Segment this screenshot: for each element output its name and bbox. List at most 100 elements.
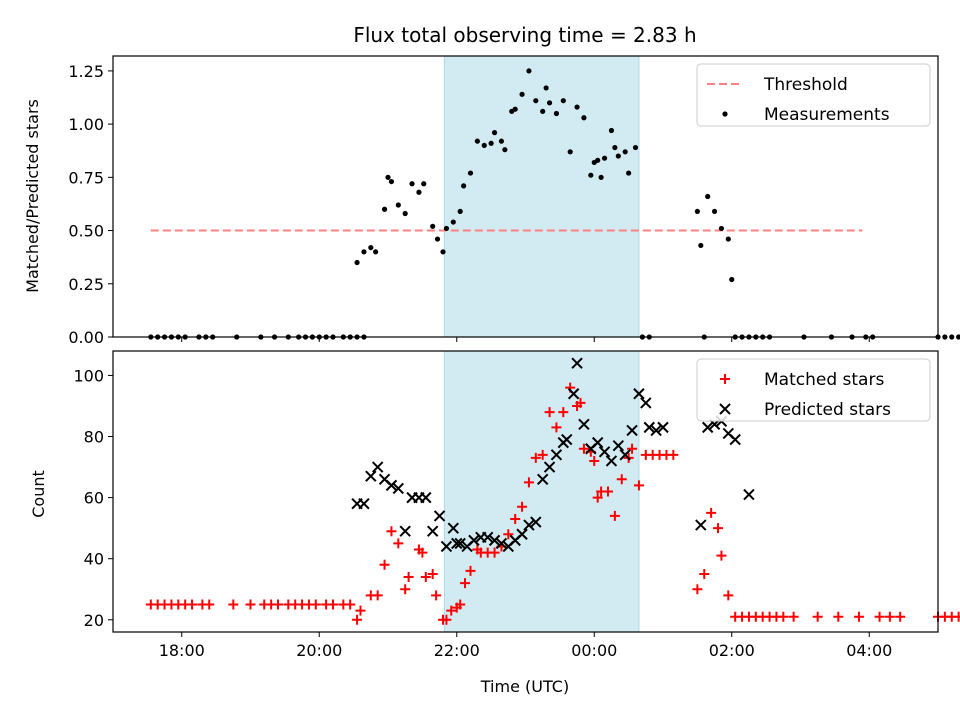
matched-point bbox=[544, 407, 555, 418]
y-tick-label: 80 bbox=[84, 428, 104, 447]
series-predicted-stars bbox=[351, 357, 755, 553]
measurement-point bbox=[942, 334, 948, 340]
measurement-point bbox=[467, 170, 474, 176]
matched-point bbox=[427, 568, 438, 579]
measurement-point bbox=[546, 100, 553, 106]
top-y-axis-label: Matched/Predicted stars bbox=[23, 99, 42, 293]
matched-point bbox=[403, 572, 414, 583]
predicted-point bbox=[488, 534, 501, 547]
matched-point bbox=[589, 455, 600, 466]
measurement-point bbox=[533, 98, 539, 104]
bottom-y-axis-label: Count bbox=[29, 470, 48, 518]
matched-point bbox=[575, 397, 586, 408]
predicted-point bbox=[392, 482, 405, 495]
predicted-point bbox=[371, 461, 384, 473]
predicted-point bbox=[523, 519, 535, 531]
measurement-point bbox=[540, 108, 546, 114]
matched-point bbox=[778, 611, 789, 622]
x-tick-label: 04:00 bbox=[846, 641, 892, 660]
matched-point bbox=[603, 486, 613, 497]
matched-point bbox=[523, 477, 534, 488]
matched-point bbox=[352, 614, 363, 625]
matched-point bbox=[723, 590, 734, 601]
measurement-point bbox=[354, 259, 360, 266]
predicted-point bbox=[536, 473, 549, 485]
predicted-point bbox=[481, 531, 494, 544]
measurement-point bbox=[488, 140, 494, 146]
measurement-point bbox=[615, 153, 621, 159]
matched-point bbox=[609, 510, 620, 521]
matched-point bbox=[489, 547, 500, 558]
measurement-point bbox=[519, 91, 525, 97]
y-tick-label: 100 bbox=[73, 366, 104, 385]
y-tick-label: 1.25 bbox=[68, 62, 104, 81]
matched-point bbox=[853, 611, 864, 622]
predicted-point bbox=[640, 397, 652, 409]
measurement-point bbox=[491, 130, 498, 136]
predicted-point bbox=[495, 537, 508, 550]
matched-point bbox=[592, 492, 603, 503]
x-tick-label: 18:00 bbox=[159, 641, 205, 660]
predicted-point bbox=[650, 424, 662, 437]
measurement-point bbox=[381, 206, 388, 212]
measurement-point bbox=[373, 249, 379, 255]
x-tick-label: 02:00 bbox=[709, 641, 755, 660]
measurement-point bbox=[595, 157, 601, 163]
matched-point bbox=[833, 611, 844, 622]
measurement-point bbox=[385, 174, 391, 180]
matched-point bbox=[812, 611, 823, 622]
predicted-point bbox=[605, 455, 618, 467]
predicted-point bbox=[420, 491, 432, 504]
matched-point bbox=[699, 568, 710, 579]
predicted-point bbox=[385, 479, 398, 492]
matched-point bbox=[455, 599, 466, 610]
matched-point bbox=[578, 443, 589, 454]
matched-point bbox=[393, 538, 404, 549]
matched-point bbox=[400, 584, 411, 595]
count-panel: 20 40 60 80 100 18:00 20:00 22:00 00:00 02:00 04:0… bbox=[73, 350, 960, 660]
measurement-point bbox=[705, 193, 711, 200]
predicted-point bbox=[399, 525, 411, 537]
predicted-point bbox=[451, 537, 463, 550]
matched-point bbox=[417, 547, 428, 558]
matched-point bbox=[310, 599, 321, 610]
matched-point bbox=[692, 584, 703, 595]
measurement-point bbox=[608, 127, 615, 134]
measurement-point bbox=[956, 334, 960, 340]
measurement-point bbox=[626, 170, 632, 176]
measurement-point bbox=[368, 244, 374, 251]
predicted-point bbox=[619, 449, 631, 461]
measurement-point bbox=[588, 172, 594, 178]
predicted-point bbox=[571, 357, 583, 369]
chart-title: Flux total observing time = 2.83 h bbox=[353, 23, 696, 47]
matched-point bbox=[616, 474, 627, 485]
matched-point bbox=[537, 449, 548, 460]
matched-point bbox=[420, 572, 431, 583]
measurement-point bbox=[474, 138, 480, 144]
matched-point bbox=[446, 605, 457, 616]
measurement-point bbox=[718, 225, 725, 232]
legend: Threshold Measurements bbox=[696, 63, 931, 127]
legend-label: Threshold bbox=[763, 75, 848, 95]
predicted-point bbox=[468, 534, 480, 547]
matched-point bbox=[465, 565, 476, 576]
matched-point bbox=[713, 523, 723, 534]
measurement-point bbox=[725, 236, 731, 242]
measurement-point bbox=[598, 174, 604, 180]
x-tick-label: 00:00 bbox=[571, 641, 617, 660]
matched-point bbox=[204, 599, 215, 610]
measurement-point bbox=[543, 85, 549, 91]
predicted-point bbox=[358, 498, 370, 510]
predicted-point bbox=[643, 421, 655, 434]
matched-point bbox=[273, 599, 283, 610]
predicted-point bbox=[440, 540, 453, 553]
matched-point bbox=[558, 407, 569, 418]
plot-frame bbox=[112, 350, 939, 633]
matched-point bbox=[379, 559, 390, 570]
predicted-point bbox=[454, 537, 466, 550]
y-tick-label: 1.00 bbox=[68, 115, 104, 134]
matched-point bbox=[355, 605, 366, 616]
x-axis-label: Time (UTC) bbox=[480, 677, 569, 696]
matched-point bbox=[503, 529, 514, 540]
